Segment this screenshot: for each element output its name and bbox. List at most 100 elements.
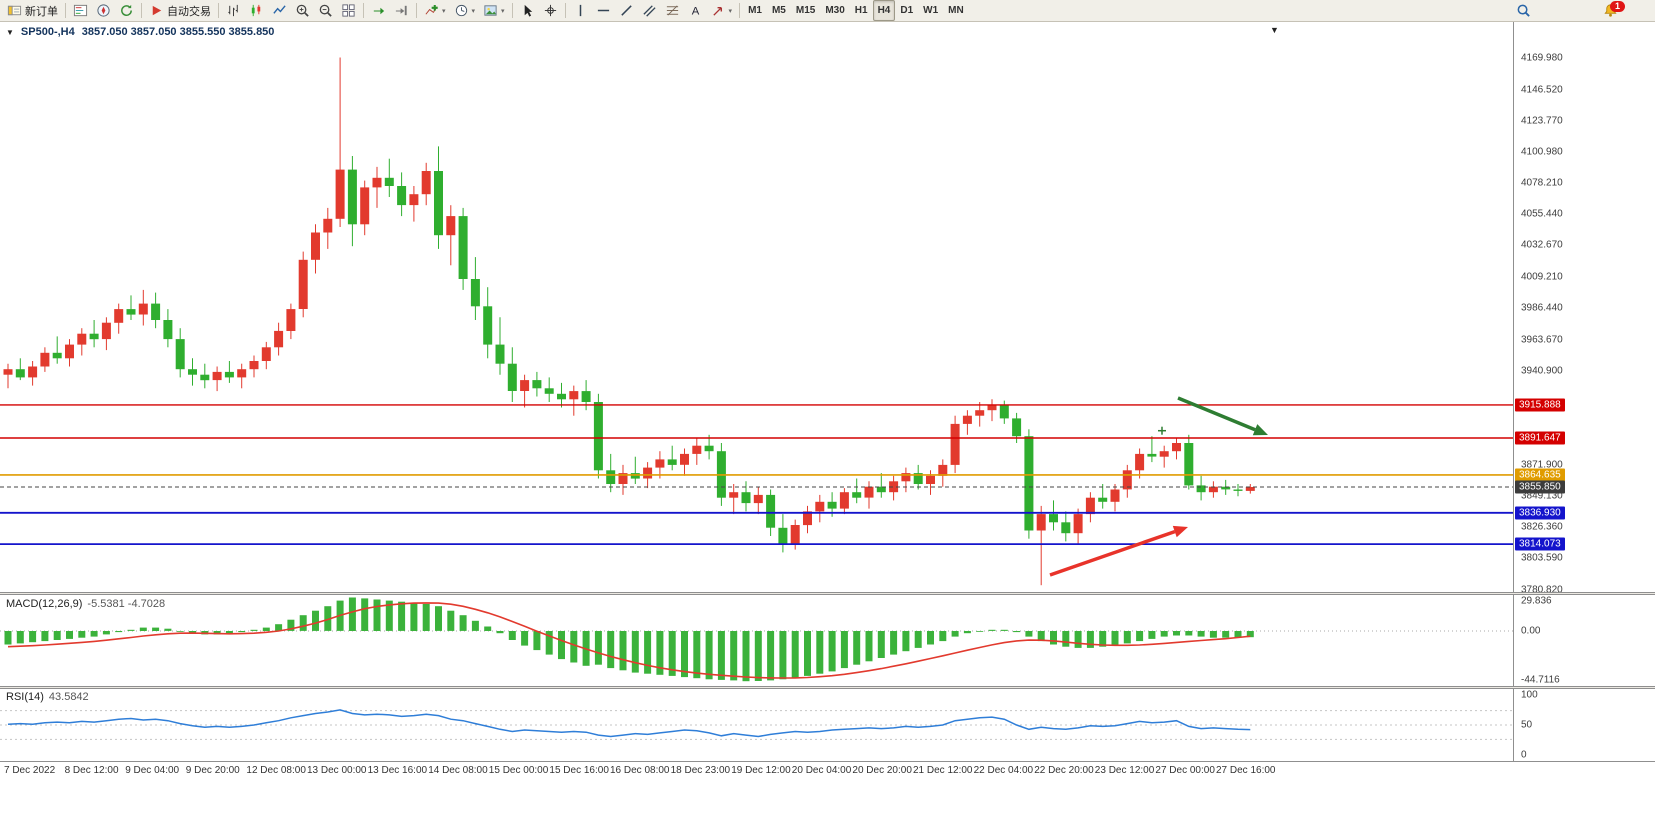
scroll-marker-icon[interactable]: ▼ bbox=[1270, 25, 1279, 35]
cursor-button[interactable] bbox=[516, 0, 539, 21]
vertical-line-icon bbox=[573, 3, 588, 18]
zoom-out-button[interactable] bbox=[314, 0, 337, 21]
time-label: 23 Dec 12:00 bbox=[1094, 765, 1155, 776]
ohlc-values: 3857.050 3857.050 3855.550 3855.850 bbox=[81, 26, 275, 38]
zoom-out-icon bbox=[318, 3, 333, 18]
text-tool-icon: A bbox=[688, 3, 703, 18]
panel-separator[interactable] bbox=[0, 592, 1655, 595]
fibonacci-tool-button[interactable] bbox=[661, 0, 684, 21]
timeframe-m1-button[interactable]: M1 bbox=[748, 5, 762, 16]
market-watch-button[interactable] bbox=[69, 0, 92, 21]
price-axis[interactable]: 4169.980 4146.520 4123.770 4100.980 4078.210… bbox=[1513, 22, 1655, 592]
macd-label: MACD(12,26,9) -5.5381 -4.7028 bbox=[6, 598, 165, 610]
toolbar-separator bbox=[363, 3, 364, 18]
macd-values: -5.5381 -4.7028 bbox=[87, 598, 166, 610]
auto-scroll-icon bbox=[371, 3, 386, 18]
tile-windows-icon bbox=[341, 3, 356, 18]
one-click-collapse-icon[interactable]: ▼ bbox=[6, 27, 14, 37]
line-chart-icon bbox=[272, 3, 287, 18]
green-arrow[interactable] bbox=[1177, 396, 1268, 436]
panel-separator[interactable] bbox=[0, 686, 1655, 689]
time-label: 20 Dec 04:00 bbox=[791, 765, 852, 776]
timeframe-d1-button[interactable]: D1 bbox=[900, 5, 914, 16]
candlestick-mode-button[interactable] bbox=[245, 0, 268, 21]
rsi-panel[interactable] bbox=[0, 689, 1513, 761]
time-label: 9 Dec 04:00 bbox=[125, 765, 180, 776]
chart-shift-button[interactable] bbox=[390, 0, 413, 21]
candles bbox=[3, 57, 1255, 586]
timeframe-mn-button[interactable]: MN bbox=[948, 5, 964, 16]
time-label: 7 Dec 2022 bbox=[4, 765, 56, 776]
market-watch-icon bbox=[73, 3, 88, 18]
red-arrow[interactable] bbox=[1049, 525, 1188, 577]
line-chart-mode-button[interactable] bbox=[268, 0, 291, 21]
horizontal-line-tool-button[interactable] bbox=[592, 0, 615, 21]
fibonacci-icon bbox=[665, 3, 680, 18]
time-label: 12 Dec 08:00 bbox=[246, 765, 306, 776]
navigator-button[interactable] bbox=[92, 0, 115, 21]
price-scale-label: 4100.980 bbox=[1521, 146, 1563, 158]
arrow-shapes-icon bbox=[711, 3, 726, 18]
periods-button[interactable]: ▾ bbox=[450, 0, 480, 21]
rsi-axis[interactable]: 100 50 0 bbox=[1513, 689, 1655, 761]
autotrade-button[interactable]: 自动交易 bbox=[145, 0, 215, 21]
rsi-scale-label: 100 bbox=[1521, 689, 1538, 701]
price-scale-label: 3803.590 bbox=[1521, 552, 1563, 564]
macd-histogram bbox=[4, 597, 1254, 682]
new-order-button[interactable]: 新订单 bbox=[3, 0, 62, 21]
rsi-line bbox=[7, 709, 1251, 738]
timeframe-h4-button[interactable]: H4 bbox=[872, 0, 896, 21]
price-scale-label: 4032.670 bbox=[1521, 239, 1563, 251]
price-scale-label: 4169.980 bbox=[1521, 52, 1563, 64]
hline-price-tag: 3814.073 bbox=[1515, 537, 1565, 551]
time-label: 22 Dec 20:00 bbox=[1034, 765, 1094, 776]
time-label: 16 Dec 08:00 bbox=[610, 765, 670, 776]
price-scale-label: 4146.520 bbox=[1521, 84, 1563, 96]
svg-text:A: A bbox=[691, 6, 699, 18]
price-scale-label: 3940.900 bbox=[1521, 365, 1563, 377]
zoom-in-button[interactable] bbox=[291, 0, 314, 21]
price-scale-label: 3826.360 bbox=[1521, 521, 1563, 533]
price-scale-label: 3871.900 bbox=[1521, 459, 1563, 471]
templates-button[interactable]: ▾ bbox=[479, 0, 509, 21]
refresh-icon bbox=[119, 3, 134, 18]
vertical-line-tool-button[interactable] bbox=[569, 0, 592, 21]
macd-panel[interactable] bbox=[0, 595, 1513, 686]
toolbar-separator bbox=[416, 3, 417, 18]
crosshair-button[interactable] bbox=[539, 0, 562, 21]
text-tool-button[interactable]: A bbox=[684, 0, 707, 21]
trendline-tool-button[interactable] bbox=[615, 0, 638, 21]
price-scale-label: 3780.820 bbox=[1521, 584, 1563, 592]
arrows-tool-button[interactable]: ▾ bbox=[707, 0, 737, 21]
bar-chart-mode-button[interactable] bbox=[222, 0, 245, 21]
alerts-button[interactable]: 1 bbox=[1599, 0, 1625, 21]
main-price-chart[interactable] bbox=[0, 22, 1513, 592]
timeframe-h1-button[interactable]: H1 bbox=[854, 5, 868, 16]
toolbar-separator bbox=[564, 3, 566, 18]
timeframe-w1-button[interactable]: W1 bbox=[923, 5, 939, 16]
time-label: 13 Dec 16:00 bbox=[367, 765, 428, 776]
search-button[interactable] bbox=[1512, 0, 1535, 21]
rsi-value: 43.5842 bbox=[48, 691, 89, 703]
time-axis[interactable]: 7 Dec 2022 8 Dec 12:00 9 Dec 04:00 9 Dec 20… bbox=[0, 761, 1655, 781]
rsi-scale-label: 0 bbox=[1521, 749, 1527, 761]
cross-marker[interactable] bbox=[1158, 426, 1166, 435]
tile-windows-button[interactable] bbox=[337, 0, 360, 21]
add-indicator-icon bbox=[424, 3, 439, 18]
toolbar-separator bbox=[65, 3, 66, 18]
macd-scale-label: 0.00 bbox=[1521, 625, 1541, 637]
chart-shift-icon bbox=[394, 3, 409, 18]
macd-axis[interactable]: 29.836 0.00 -44.7116 bbox=[1513, 595, 1655, 686]
channel-tool-button[interactable] bbox=[638, 0, 661, 21]
toolbar-separator bbox=[739, 3, 741, 18]
bar-chart-icon bbox=[226, 3, 241, 18]
timeframe-m15-button[interactable]: M15 bbox=[795, 5, 816, 16]
timeframe-m30-button[interactable]: M30 bbox=[825, 5, 845, 16]
time-label: 27 Dec 00:00 bbox=[1155, 765, 1215, 776]
price-scale-label: 3849.130 bbox=[1521, 490, 1563, 502]
indicators-button[interactable]: ▾ bbox=[420, 0, 450, 21]
refresh-button[interactable] bbox=[115, 0, 138, 21]
auto-scroll-button[interactable] bbox=[367, 0, 390, 21]
timeframe-m5-button[interactable]: M5 bbox=[771, 5, 786, 16]
new-order-icon bbox=[7, 3, 22, 18]
